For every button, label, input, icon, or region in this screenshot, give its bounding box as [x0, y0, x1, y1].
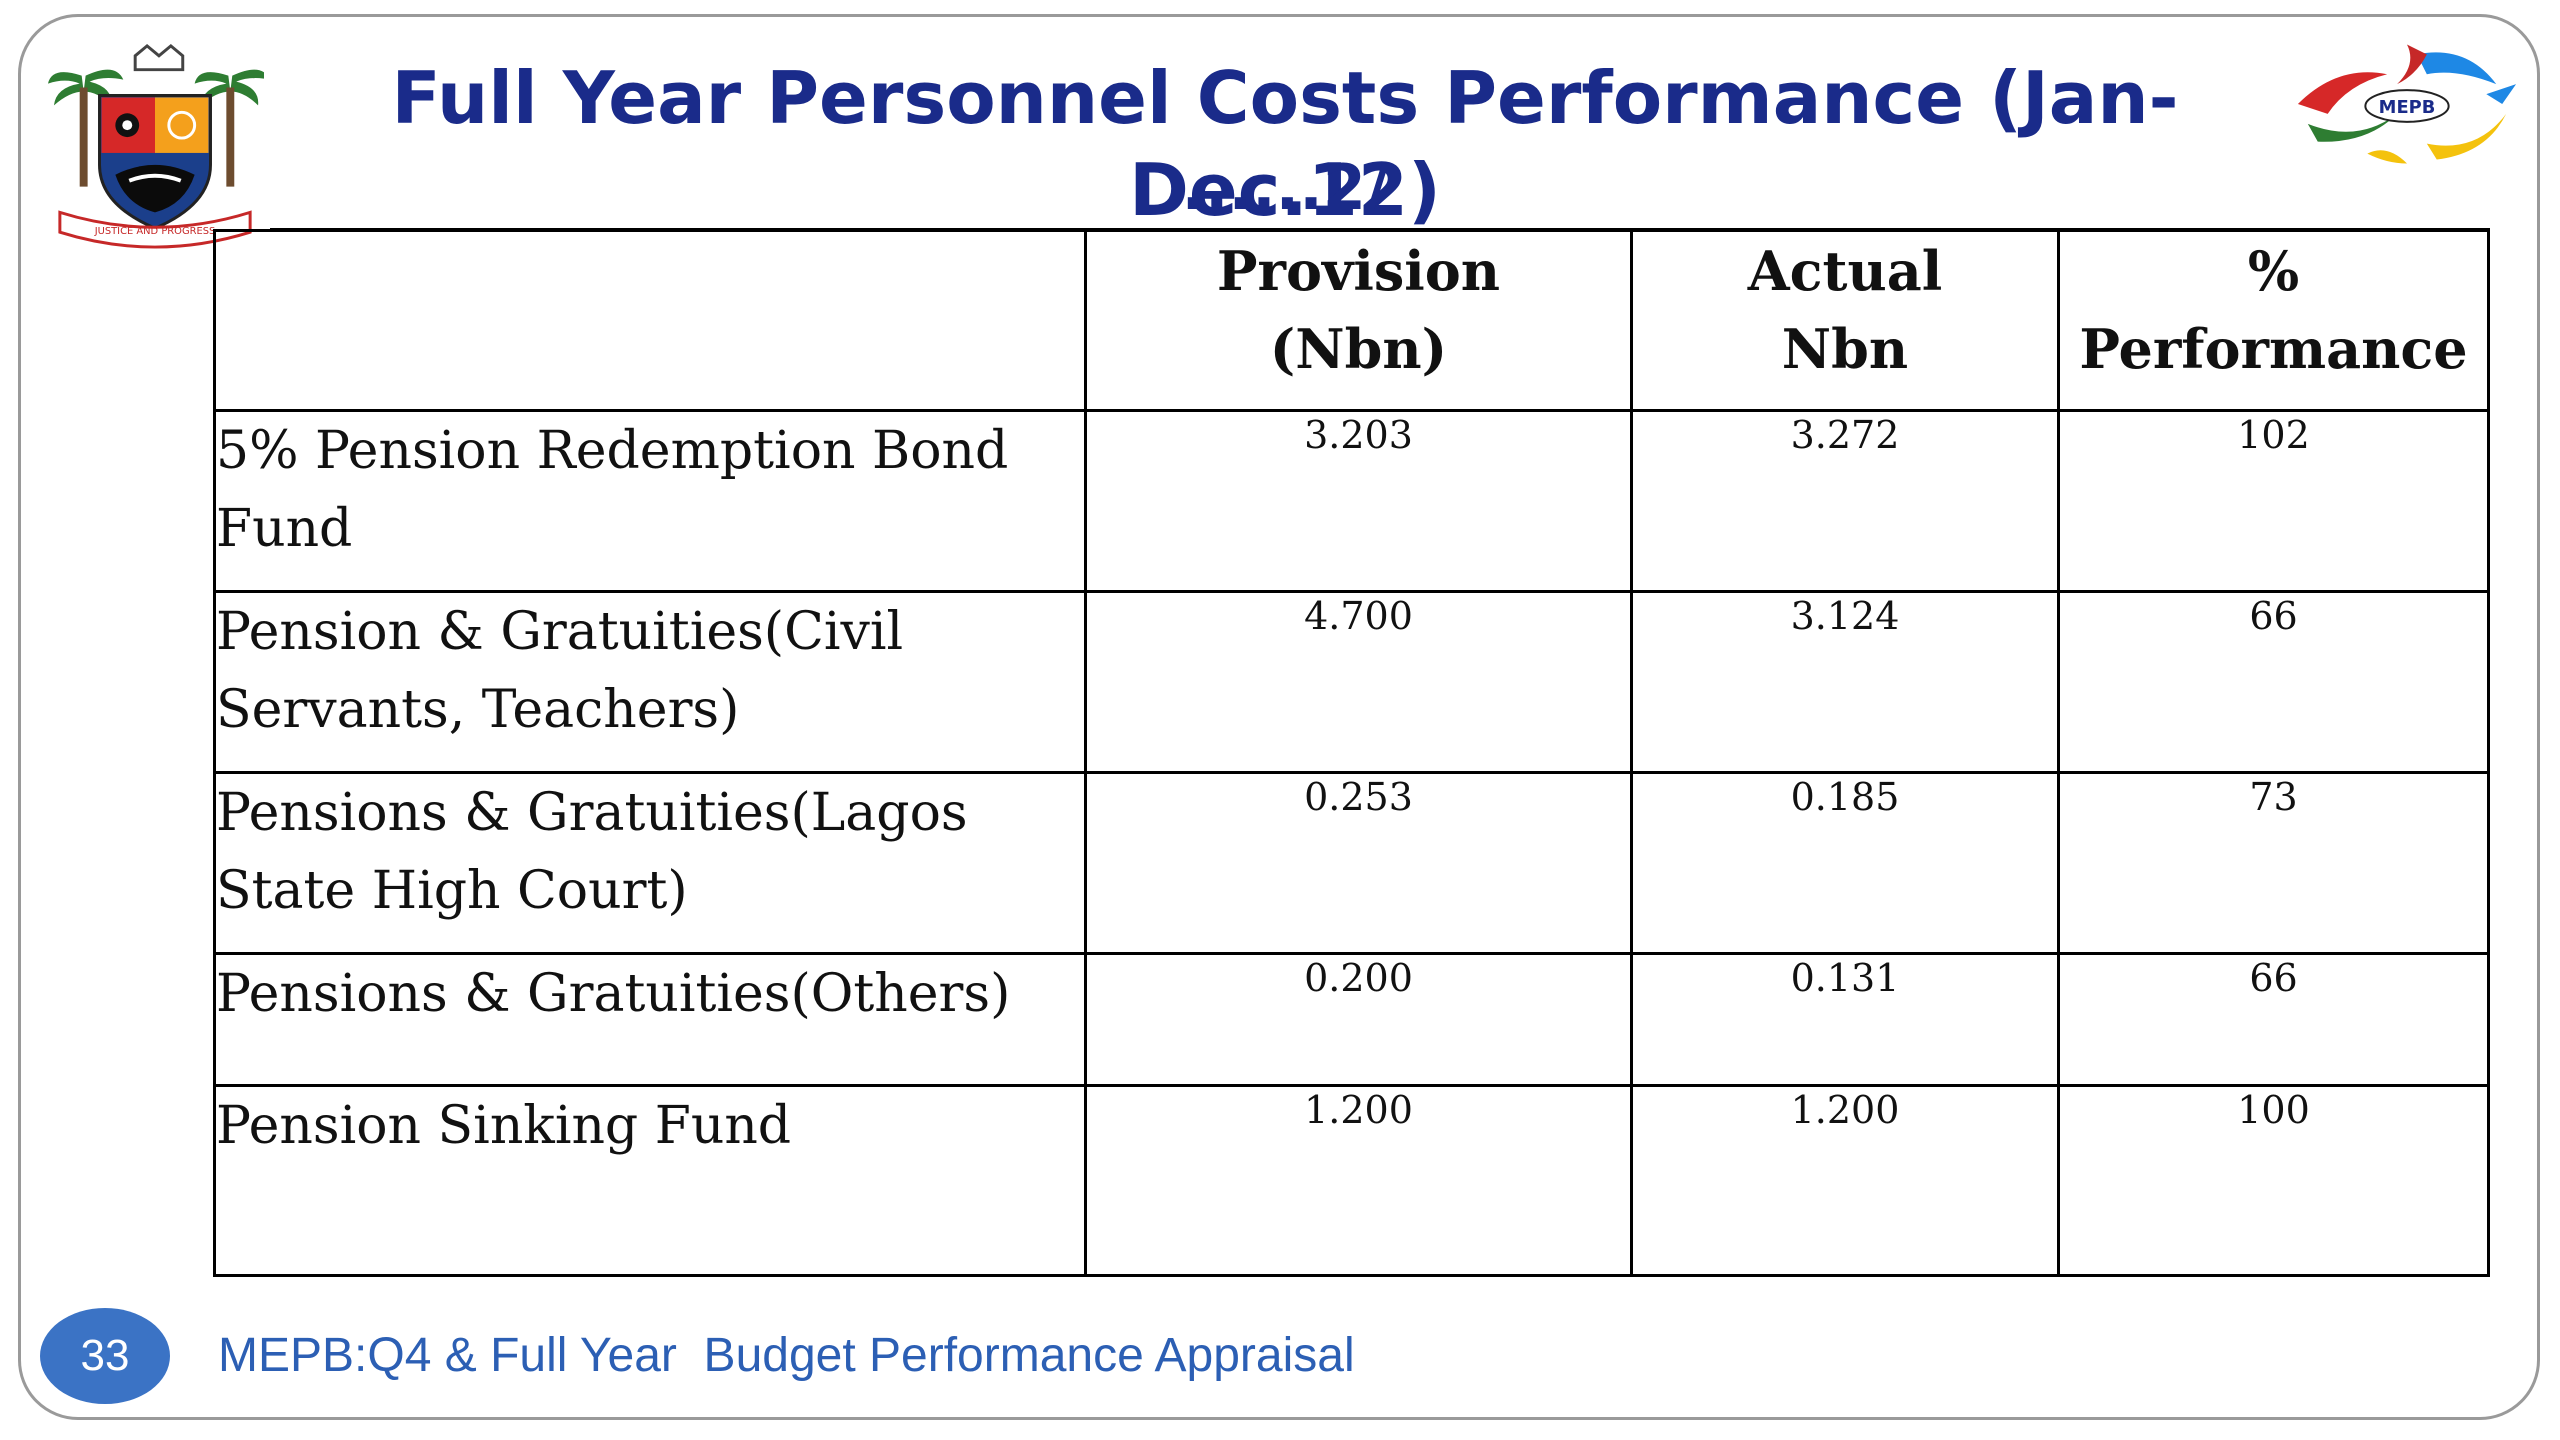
table-row: 5% Pension Redemption Bond Fund 3.203 3.… [213, 409, 2490, 593]
performance-value: 66 [2057, 590, 2490, 774]
mepb-logo: MEPB [2297, 44, 2517, 164]
performance-value: 73 [2057, 771, 2490, 955]
actual-value: 1.200 [1630, 1084, 2060, 1277]
mepb-logo-text: MEPB [2379, 97, 2436, 118]
actual-value: 0.185 [1630, 771, 2060, 955]
header-actual-line2: Nbn [1781, 317, 1909, 381]
table-row: Pensions & Gratuities(Others) 0.200 0.13… [213, 952, 2490, 1087]
header-provision-line2: (Nbn) [1269, 317, 1448, 381]
table-header-row: Provision (Nbn) Actual Nbn % Performance [213, 229, 2490, 412]
performance-value: 102 [2057, 409, 2490, 593]
row-label: Pension Sinking Fund [213, 1084, 1087, 1277]
slide-title: Full Year Personnel Costs Performance (J… [391, 56, 2179, 232]
performance-value: 100 [2057, 1084, 2490, 1277]
table-row: Pensions & Gratuities(Lagos State High C… [213, 771, 2490, 955]
actual-value: 0.131 [1630, 952, 2060, 1087]
provision-value: 0.253 [1084, 771, 1633, 955]
header-actual-line1: Actual [1747, 239, 1943, 303]
provision-value: 0.200 [1084, 952, 1633, 1087]
page-number-badge: 33 [40, 1308, 170, 1404]
row-label: 5% Pension Redemption Bond Fund [213, 409, 1087, 593]
actual-value: 3.272 [1630, 409, 2060, 593]
header-actual: Actual Nbn [1630, 229, 2060, 412]
title-divider [270, 228, 2490, 231]
header-provision: Provision (Nbn) [1084, 229, 1633, 412]
row-label: Pensions & Gratuities(Others) [213, 952, 1087, 1087]
row-label: Pension & Gratuities(Civil Servants, Tea… [213, 590, 1087, 774]
crest-motto-text: JUSTICE AND PROGRESS [94, 226, 216, 237]
header-performance-line1: % [2247, 239, 2300, 303]
performance-value: 66 [2057, 952, 2490, 1087]
provision-value: 3.203 [1084, 409, 1633, 593]
header-label-column [213, 229, 1087, 412]
header-performance-line2: Performance [2079, 317, 2468, 381]
footer-text: MEPB:Q4 & Full Year Budget Performance A… [218, 1329, 1355, 1382]
lagos-state-crest-logo: JUSTICE AND PROGRESS [47, 43, 264, 249]
table-row: Pension Sinking Fund 1.200 1.200 100 [213, 1084, 2490, 1277]
slide-subtitle: ......2/ [1181, 151, 1389, 224]
provision-value: 1.200 [1084, 1084, 1633, 1277]
provision-value: 4.700 [1084, 590, 1633, 774]
row-label: Pensions & Gratuities(Lagos State High C… [213, 771, 1087, 955]
personnel-costs-table: Provision (Nbn) Actual Nbn % Performance… [213, 229, 2490, 1277]
actual-value: 3.124 [1630, 590, 2060, 774]
header-provision-line1: Provision [1216, 239, 1501, 303]
header-performance: % Performance [2057, 229, 2490, 412]
table-row: Pension & Gratuities(Civil Servants, Tea… [213, 590, 2490, 774]
